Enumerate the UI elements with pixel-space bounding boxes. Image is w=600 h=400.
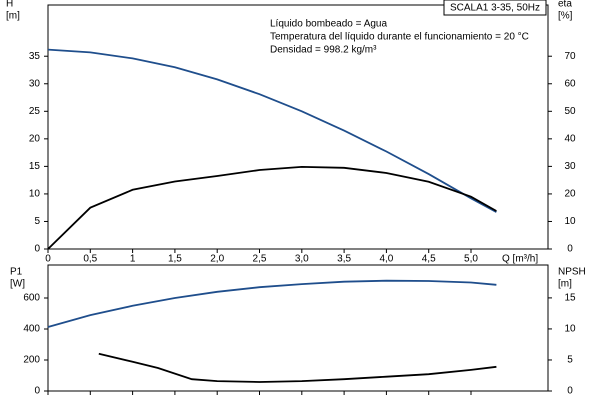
y-tick-label: 30 — [29, 78, 41, 89]
y2-axis-label: eta — [558, 0, 572, 10]
x-tick-label: 2,5 — [253, 254, 267, 265]
x-tick-label: 4,0 — [379, 254, 393, 265]
curve — [47, 279, 497, 328]
y2-tick-label: 50 — [564, 106, 576, 117]
x-tick-label: 3,0 — [295, 254, 309, 265]
y2-tick-label: 5 — [567, 355, 573, 366]
y2-tick-label: 10 — [564, 216, 576, 227]
y2-tick-label: 70 — [564, 51, 576, 62]
y-tick-label: 15 — [29, 161, 41, 172]
curve — [47, 165, 497, 250]
y2-tick-label: 15 — [564, 293, 576, 304]
y-tick-label: 400 — [23, 324, 40, 335]
title-box — [443, 0, 547, 16]
y-tick-label: 200 — [23, 355, 40, 366]
y2-tick-label: 40 — [564, 133, 576, 144]
y-tick-label: 5 — [34, 216, 40, 227]
y-tick-label: 600 — [23, 293, 40, 304]
y-tick-label: 10 — [29, 189, 41, 200]
y2-tick-label: 30 — [564, 161, 576, 172]
annotation: Líquido bombeado = Agua — [270, 19, 387, 30]
curve — [98, 352, 497, 383]
plot-frame — [47, 264, 549, 392]
y-tick-label: 20 — [29, 133, 41, 144]
x-tick-label: 4,5 — [422, 254, 436, 265]
y-tick-label: 0 — [34, 244, 40, 255]
y-tick-label: 0 — [34, 386, 40, 397]
y2-tick-label: 10 — [564, 324, 576, 335]
y2-tick-label: 60 — [564, 78, 576, 89]
y-tick-label: 35 — [29, 51, 41, 62]
curve — [47, 48, 497, 213]
x-tick-label: 5,0 — [464, 254, 478, 265]
y-axis-label: H — [6, 0, 13, 10]
y2-tick-label: 20 — [564, 189, 576, 200]
y-axis-label: [W] — [10, 279, 25, 290]
y2-axis-label: [m] — [558, 279, 572, 290]
y-tick-label: 25 — [29, 106, 41, 117]
x-tick-label: 1,5 — [168, 254, 182, 265]
annotation: Temperatura del líquido durante el funci… — [270, 32, 529, 43]
plot-frame — [47, 4, 549, 250]
annotation: Densidad = 998.2 kg/m³ — [270, 45, 377, 56]
y2-axis-label: [%] — [558, 11, 573, 22]
x-tick-label: 0 — [45, 254, 51, 265]
chart-title: SCALA1 3-35, 50Hz — [450, 3, 540, 14]
x-tick-label: 3,5 — [337, 254, 351, 265]
x-tick-label: 0,5 — [83, 254, 97, 265]
y2-tick-label: 0 — [567, 244, 573, 255]
y-axis-label: [m] — [6, 11, 20, 22]
y2-tick-label: 0 — [567, 386, 573, 397]
y2-axis-label: NPSH — [558, 267, 586, 278]
x-axis-label: Q [m³/h] — [502, 254, 538, 265]
x-tick-label: 1 — [130, 254, 136, 265]
y-axis-label: P1 — [10, 267, 23, 278]
x-tick-label: 2,0 — [210, 254, 224, 265]
